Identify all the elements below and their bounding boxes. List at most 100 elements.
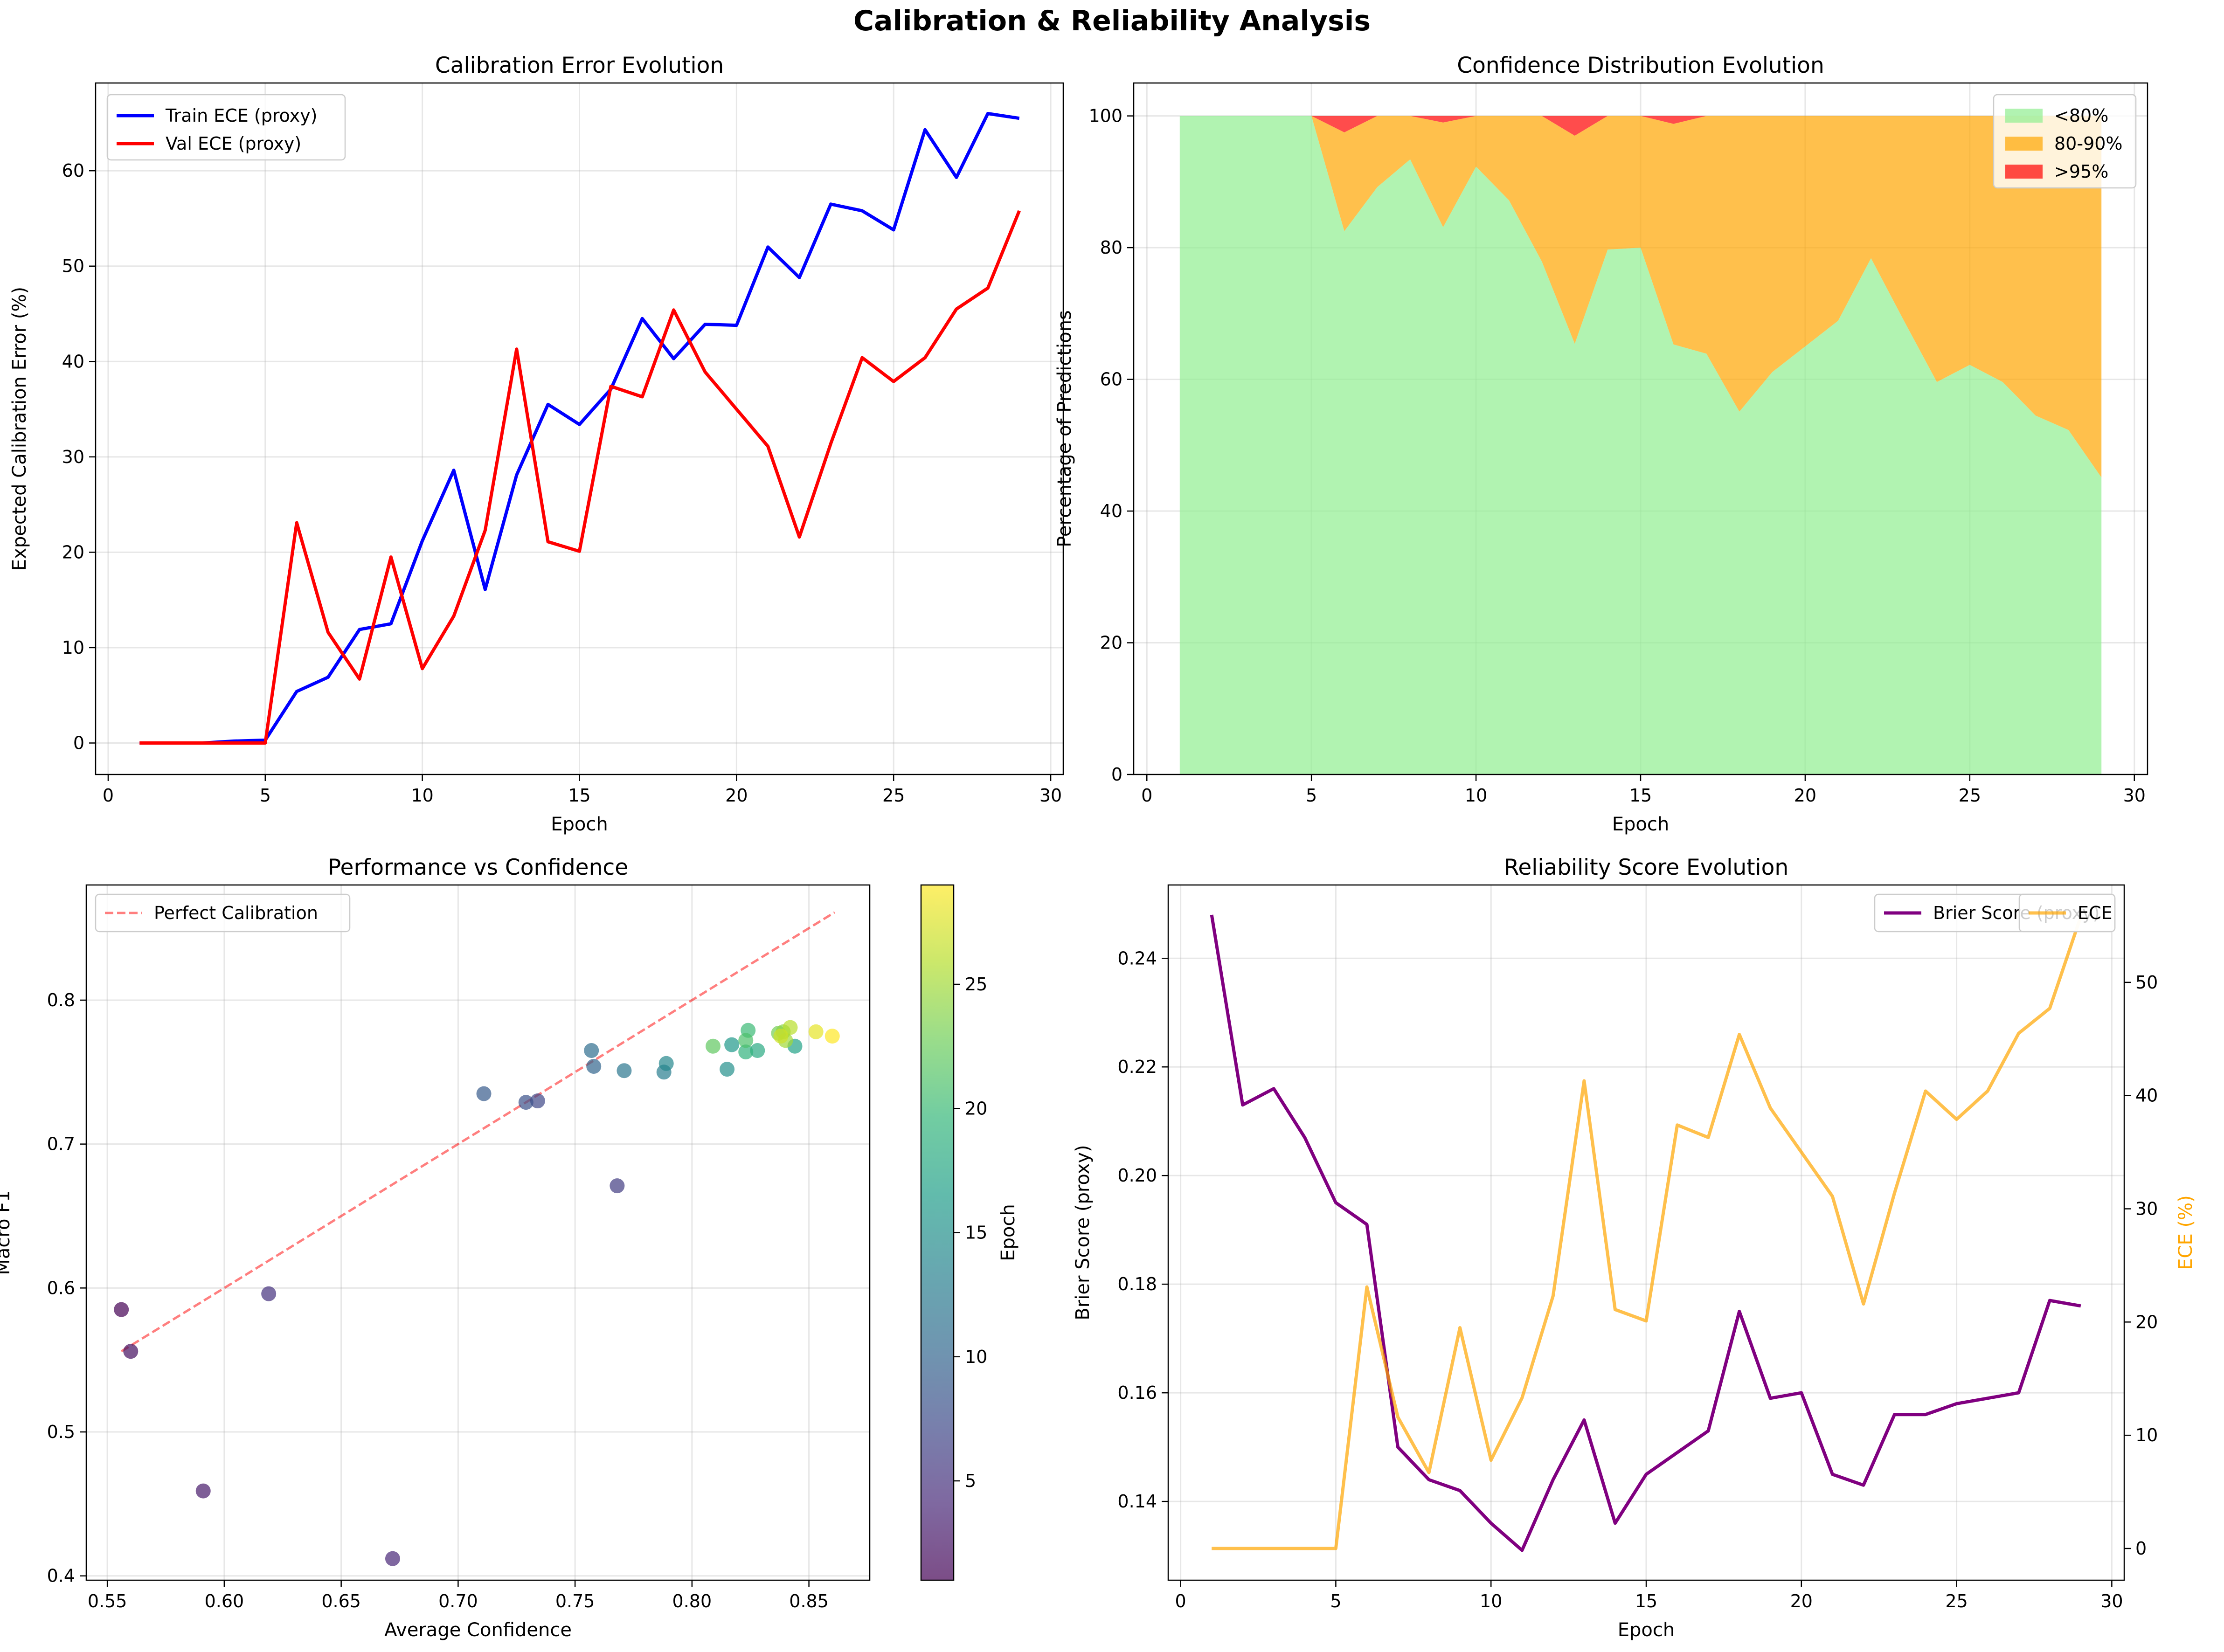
x-tick-label: 0.70: [438, 1591, 478, 1611]
subplot-title: Performance vs Confidence: [328, 855, 628, 880]
scatter-point: [195, 1483, 211, 1499]
y-tick-label: 0.24: [1117, 948, 1157, 968]
legend-label: ECE: [2078, 903, 2113, 923]
legend-swatch: [2005, 109, 2043, 123]
y-tick-label: 80: [1100, 237, 1122, 258]
ece-chart: 0 5 10 15 20 25 30 0 10 20 30 40 50 60 Calibration Err…: [9, 53, 1064, 835]
x-tick-label: 0: [1141, 785, 1152, 806]
y-tick-label: 20: [62, 542, 84, 562]
scatter-point: [385, 1551, 400, 1566]
figure-title: Calibration & Reliability Analysis: [853, 5, 1371, 37]
y-tick-label: 0.20: [1117, 1165, 1157, 1186]
y-tick-label: 0.16: [1117, 1382, 1157, 1403]
x-axis-label: Epoch: [1618, 1619, 1675, 1641]
series-line: [139, 112, 1020, 745]
scatter-point: [658, 1056, 674, 1071]
area-band: [1179, 116, 2102, 775]
subplot-title: Confidence Distribution Evolution: [1457, 53, 1824, 78]
x-tick-label: 15: [1635, 1591, 1657, 1611]
colorbar-tick-label: 10: [965, 1347, 987, 1367]
axes-frame: [1133, 82, 2148, 775]
legend: ECE: [2018, 893, 2116, 933]
legend-label: >95%: [2054, 161, 2108, 182]
y-tick-label: 0.4: [47, 1566, 75, 1586]
x-tick-label: 0: [1175, 1591, 1186, 1611]
x-tick-label: 30: [1039, 785, 1062, 806]
x-tick-label: 20: [1794, 785, 1816, 806]
y-right-tick-label: 0: [2135, 1538, 2147, 1559]
legend-label: 80-90%: [2054, 133, 2123, 154]
x-tick-label: 10: [1465, 785, 1487, 806]
scatter-point: [724, 1037, 740, 1052]
series-line: [139, 210, 1021, 745]
colorbar-tick-label: 20: [965, 1098, 987, 1119]
y-right-tick-label: 10: [2135, 1425, 2158, 1445]
y-tick-label: 50: [62, 256, 84, 276]
x-tick-label: 25: [1945, 1591, 1968, 1611]
legend-swatch: [2005, 165, 2043, 179]
y-right-tick-label: 50: [2135, 972, 2158, 993]
scatter-point: [750, 1043, 765, 1058]
y-tick-label: 10: [62, 637, 84, 658]
legend-box: [106, 94, 346, 161]
y-right-tick-label: 20: [2135, 1312, 2158, 1332]
y-tick-label: 0.14: [1117, 1491, 1157, 1512]
scatter-point: [738, 1044, 754, 1060]
y-tick-label: 0.8: [47, 990, 75, 1010]
legend: Train ECE (proxy) Val ECE (proxy): [106, 94, 346, 161]
axes-frame: [1167, 884, 2125, 1581]
x-tick-label: 0.75: [555, 1591, 595, 1611]
y-tick-label: 20: [1100, 633, 1122, 653]
x-tick-label: 0: [103, 785, 114, 806]
scatter-point: [824, 1029, 840, 1044]
x-tick-label: 30: [2123, 785, 2146, 806]
area-band: [1179, 116, 2102, 478]
scatter-point: [720, 1062, 735, 1077]
scatter-point: [808, 1024, 824, 1039]
x-tick-label: 0.55: [88, 1591, 127, 1611]
scatter-point: [261, 1286, 277, 1301]
y-tick-label: 60: [62, 160, 84, 181]
axes-frame: [85, 884, 871, 1581]
x-tick-label: 5: [1306, 785, 1317, 806]
x-tick-label: 15: [1629, 785, 1652, 806]
legend-box: [2018, 893, 2116, 933]
scatter-point: [773, 1029, 789, 1044]
x-tick-label: 0.65: [321, 1591, 361, 1611]
legend-swatch: [2005, 137, 2043, 151]
y-right-tick-label: 40: [2135, 1085, 2158, 1106]
colorbar-tick-label: 15: [965, 1223, 987, 1243]
y-axis-label: Macro F1: [0, 1190, 14, 1275]
y-axis-label: Percentage of Predictions: [1054, 310, 1075, 547]
scatter-point: [530, 1093, 545, 1109]
series-line: [1210, 914, 2081, 1552]
y-tick-label: 0.5: [47, 1422, 75, 1442]
y-tick-label: 40: [1100, 501, 1122, 521]
x-tick-label: 0.85: [789, 1591, 829, 1611]
perf-chart: 0.55 0.60 0.65 0.70 0.75 0.80 0.850.40.50.60.7…: [0, 855, 1019, 1641]
scatter-point: [584, 1043, 599, 1058]
scatter-point: [738, 1033, 754, 1048]
x-tick-label: 5: [260, 785, 271, 806]
scatter-point: [518, 1095, 533, 1110]
x-tick-label: 20: [1790, 1591, 1813, 1611]
x-tick-label: 25: [1959, 785, 1981, 806]
x-tick-label: 25: [882, 785, 905, 806]
y-right-axis-label: ECE (%): [2175, 1195, 2196, 1270]
legend-box: [95, 893, 351, 933]
y-tick-label: 60: [1100, 369, 1122, 390]
x-tick-label: 10: [411, 785, 433, 806]
colorbar-tick-label: 25: [965, 974, 987, 995]
legend: <80% 80-90% >95%: [1993, 94, 2137, 189]
y-tick-label: 30: [62, 447, 84, 467]
legend-label: <80%: [2054, 105, 2108, 126]
y-tick-label: 40: [62, 351, 84, 372]
x-tick-label: 20: [725, 785, 748, 806]
scatter-point: [586, 1058, 602, 1074]
x-tick-label: 30: [2100, 1591, 2123, 1611]
scatter-point: [123, 1344, 139, 1359]
legend-label: Train ECE (proxy): [165, 105, 318, 126]
subplot-title: Reliability Score Evolution: [1504, 855, 1788, 880]
scatter-point: [706, 1038, 721, 1054]
